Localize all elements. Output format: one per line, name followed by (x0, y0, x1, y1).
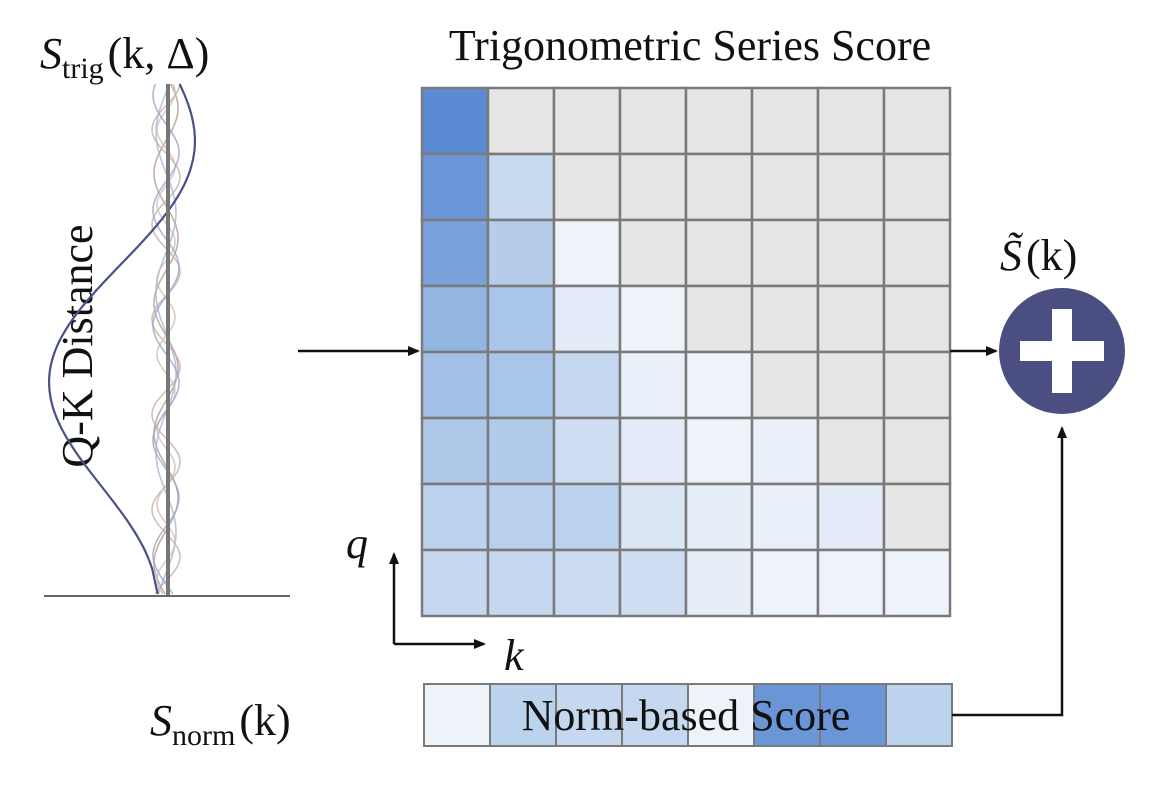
matrix-cell (420, 284, 490, 354)
minor-wave (152, 83, 180, 595)
matrix-cell (552, 86, 622, 156)
matrix-cell (486, 152, 556, 222)
matrix-cell (816, 152, 886, 222)
matrix-cell (618, 152, 688, 222)
matrix-cell (816, 548, 886, 618)
matrix-cell (618, 218, 688, 288)
norm-cell (621, 683, 689, 747)
norm-score-bar (423, 683, 953, 747)
matrix-cell (684, 152, 754, 222)
matrix-cell (684, 218, 754, 288)
matrix-cell (684, 416, 754, 486)
k-axis-label: k (504, 631, 525, 680)
matrix-cell (750, 218, 820, 288)
matrix-cell (684, 284, 754, 354)
matrix-cell (486, 218, 556, 288)
matrix-cell (618, 482, 688, 552)
matrix-cell (420, 548, 490, 618)
matrix-cell (486, 284, 556, 354)
combined-score-label: S̃(k) (1000, 231, 1077, 280)
matrix-cell (816, 416, 886, 486)
matrix-cell (816, 482, 886, 552)
matrix-cell (882, 218, 952, 288)
norm-cell (687, 683, 755, 747)
matrix-title: Trigonometric Series Score (449, 21, 931, 70)
matrix-cell (420, 152, 490, 222)
matrix-cell (486, 416, 556, 486)
matrix-cell (486, 350, 556, 420)
matrix-cell (486, 548, 556, 618)
norm-score-label: Snorm(k) (150, 696, 291, 752)
matrix-cell (420, 350, 490, 420)
score-matrix (420, 86, 952, 618)
q-axis-label: q (346, 519, 368, 568)
matrix-cell (618, 86, 688, 156)
norm-cell (555, 683, 623, 747)
matrix-cell (882, 350, 952, 420)
matrix-cell (420, 482, 490, 552)
matrix-cell (750, 350, 820, 420)
matrix-cell (618, 416, 688, 486)
norm-bar-text: Norm-based Score (522, 691, 851, 740)
matrix-cell (420, 86, 490, 156)
matrix-cell (816, 350, 886, 420)
matrix-cell (750, 416, 820, 486)
trig-score-label: Strig(k, Δ) (40, 29, 209, 85)
minor-wave (151, 83, 181, 595)
main-wave (48, 83, 196, 595)
matrix-cell (486, 86, 556, 156)
matrix-cell (618, 350, 688, 420)
qk-distance-axis-label: Q-K Distance (53, 224, 102, 467)
matrix-cell (882, 284, 952, 354)
matrix-cell (882, 86, 952, 156)
matrix-cell (816, 86, 886, 156)
matrix-cell (882, 416, 952, 486)
norm-cell (885, 683, 953, 747)
matrix-cell (750, 284, 820, 354)
norm-cell (753, 683, 821, 747)
matrix-cell (882, 482, 952, 552)
matrix-cell (552, 350, 622, 420)
matrix-cell (552, 482, 622, 552)
matrix-cell (552, 416, 622, 486)
matrix-cell (684, 548, 754, 618)
matrix-cell (420, 416, 490, 486)
matrix-cell (552, 218, 622, 288)
matrix-cell (420, 218, 490, 288)
matrix-cell (882, 152, 952, 222)
norm-to-plus-arrow (952, 426, 1067, 717)
matrix-cell (750, 548, 820, 618)
matrix-cell (552, 152, 622, 222)
matrix-cell (750, 482, 820, 552)
matrix-cell (684, 86, 754, 156)
matrix-cell (618, 548, 688, 618)
matrix-cell (486, 482, 556, 552)
matrix-cell (750, 86, 820, 156)
matrix-cell (882, 548, 952, 618)
matrix-cell (816, 218, 886, 288)
matrix-cell (552, 548, 622, 618)
matrix-cell (684, 482, 754, 552)
matrix-cell (750, 152, 820, 222)
matrix-cell (816, 284, 886, 354)
matrix-cell (552, 284, 622, 354)
matrix-cell (684, 350, 754, 420)
plus-circle-icon (999, 288, 1125, 414)
norm-cell (423, 683, 491, 747)
matrix-cell (618, 284, 688, 354)
